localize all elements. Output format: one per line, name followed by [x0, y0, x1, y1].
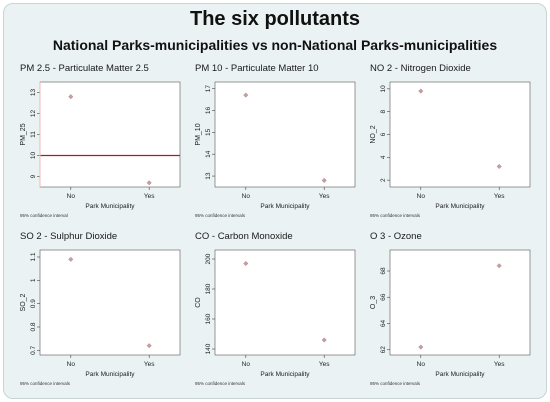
- data-point: [496, 163, 502, 169]
- data-point: [321, 337, 327, 343]
- y-tick-label: 11: [30, 131, 37, 138]
- confidence-note: 95% confidence intervals: [195, 213, 246, 218]
- y-tick-label: 180: [205, 283, 212, 294]
- confidence-note: 95% confidence intervals: [20, 381, 71, 386]
- y-tick-label: 13: [205, 172, 212, 180]
- panel-title: SO 2 - Sulphur Dioxide: [20, 231, 117, 242]
- y-tick-label: 1: [30, 278, 37, 282]
- panel-title: CO - Carbon Monoxide: [195, 231, 293, 242]
- x-axis-label: Park Municipality: [435, 203, 485, 210]
- y-tick-label: 16: [205, 106, 212, 114]
- y-tick-label: 6: [380, 132, 387, 136]
- x-axis-label: Park Municipality: [435, 371, 485, 378]
- y-tick-label: 68: [380, 267, 387, 275]
- x-tick-label: Yes: [144, 193, 155, 200]
- x-tick-label: Yes: [144, 361, 155, 368]
- x-axis-label: Park Municipality: [260, 203, 310, 210]
- y-tick-label: 0.8: [30, 322, 37, 331]
- x-tick-label: Yes: [319, 193, 330, 200]
- x-tick-label: No: [417, 193, 426, 200]
- y-tick-label: 8: [380, 109, 387, 113]
- plot-area: [39, 249, 181, 356]
- y-tick-label: 200: [205, 253, 212, 264]
- figure-subtitle: National Parks-municipalities vs non-Nat…: [52, 37, 498, 53]
- confidence-note: 95% confidence interval: [20, 213, 68, 218]
- y-tick-label: 14: [205, 150, 212, 158]
- confidence-note: 95% confidence intervals: [370, 213, 421, 218]
- data-point: [418, 344, 424, 350]
- plot-area: [389, 249, 531, 356]
- x-axis-label: Park Municipality: [85, 371, 135, 378]
- panel-title: NO 2 - Nitrogen Dioxide: [370, 63, 471, 74]
- y-axis-label: O_3: [370, 296, 377, 309]
- x-tick-label: No: [67, 193, 76, 200]
- x-axis-label: Park Municipality: [260, 371, 310, 378]
- y-tick-label: 4: [380, 155, 387, 159]
- plot-area: [214, 81, 356, 188]
- y-tick-label: 12: [30, 110, 37, 118]
- y-tick-label: 10: [380, 85, 387, 93]
- y-tick-label: 0.7: [30, 345, 37, 354]
- confidence-note: 95% confidence intervals: [195, 381, 246, 386]
- y-tick-label: 140: [205, 343, 212, 354]
- y-axis-label: SO_2: [20, 293, 27, 311]
- panel-title: PM 2.5 - Particulate Matter 2.5: [20, 63, 149, 74]
- y-tick-label: 0.9: [30, 299, 37, 308]
- y-tick-label: 13: [30, 89, 37, 97]
- y-tick-label: 2: [380, 178, 387, 182]
- y-axis-label: NO_2: [370, 125, 377, 143]
- y-axis-label: CO: [195, 297, 202, 308]
- y-tick-label: 62: [380, 346, 387, 354]
- data-point: [68, 94, 74, 100]
- y-tick-label: 64: [380, 320, 387, 328]
- data-point: [146, 180, 152, 186]
- y-tick-label: 66: [380, 293, 387, 301]
- x-tick-label: No: [242, 361, 251, 368]
- y-axis-label: PM_10: [195, 123, 202, 145]
- data-point: [243, 261, 249, 266]
- plot-area: [389, 81, 531, 188]
- x-tick-label: Yes: [494, 361, 505, 368]
- y-tick-label: 9: [30, 174, 37, 178]
- confidence-note: 95% confidence intervals: [370, 381, 421, 386]
- y-tick-label: 1.1: [30, 252, 37, 261]
- x-tick-label: No: [242, 193, 251, 200]
- panel-title: PM 10 - Particulate Matter 10: [195, 63, 319, 74]
- x-axis-label: Park Municipality: [85, 203, 135, 210]
- data-point: [321, 177, 327, 183]
- figure-title: The six pollutants: [189, 8, 361, 30]
- data-point: [418, 88, 424, 94]
- panel-title: O 3 - Ozone: [370, 231, 422, 242]
- data-point: [243, 92, 249, 98]
- plot-area: [214, 249, 356, 356]
- x-tick-label: Yes: [494, 193, 505, 200]
- data-point: [496, 263, 502, 269]
- x-tick-label: Yes: [319, 361, 330, 368]
- y-axis-label: PM_25: [20, 123, 27, 145]
- y-tick-label: 17: [205, 85, 212, 93]
- data-point: [68, 256, 74, 262]
- y-tick-label: 160: [205, 313, 212, 324]
- y-tick-label: 10: [30, 152, 37, 160]
- x-tick-label: No: [67, 361, 76, 368]
- y-tick-label: 15: [205, 128, 212, 136]
- x-tick-label: No: [417, 361, 426, 368]
- data-point: [146, 343, 152, 349]
- plot-area: [39, 81, 181, 188]
